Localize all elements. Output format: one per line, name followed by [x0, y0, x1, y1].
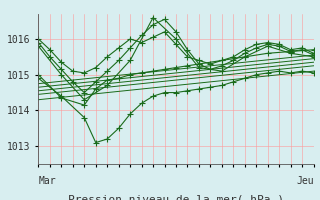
Text: Pression niveau de la mer( hPa ): Pression niveau de la mer( hPa )	[68, 194, 284, 200]
Text: Mar: Mar	[38, 176, 56, 186]
Text: Jeu: Jeu	[296, 176, 314, 186]
